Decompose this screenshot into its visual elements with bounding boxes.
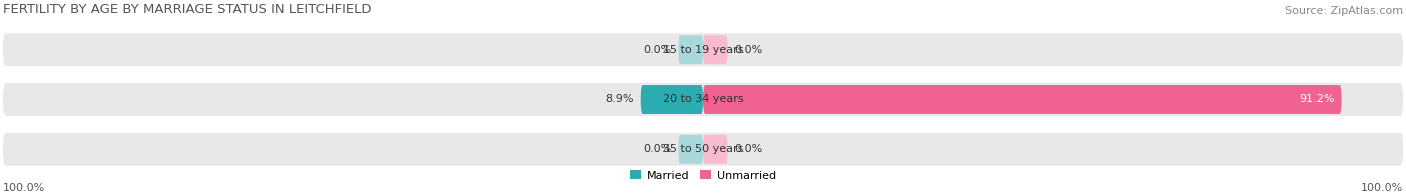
Text: 0.0%: 0.0% <box>643 144 672 154</box>
Text: 0.0%: 0.0% <box>734 144 763 154</box>
FancyBboxPatch shape <box>3 33 1403 66</box>
Text: FERTILITY BY AGE BY MARRIAGE STATUS IN LEITCHFIELD: FERTILITY BY AGE BY MARRIAGE STATUS IN L… <box>3 3 371 16</box>
FancyBboxPatch shape <box>679 35 703 64</box>
Text: 0.0%: 0.0% <box>734 45 763 55</box>
FancyBboxPatch shape <box>703 85 1341 114</box>
Text: 100.0%: 100.0% <box>3 183 45 193</box>
Text: 91.2%: 91.2% <box>1299 94 1334 104</box>
FancyBboxPatch shape <box>641 85 703 114</box>
Text: 15 to 19 years: 15 to 19 years <box>662 45 744 55</box>
Text: Source: ZipAtlas.com: Source: ZipAtlas.com <box>1285 6 1403 16</box>
Text: 8.9%: 8.9% <box>605 94 634 104</box>
FancyBboxPatch shape <box>679 135 703 164</box>
Text: 20 to 34 years: 20 to 34 years <box>662 94 744 104</box>
Legend: Married, Unmarried: Married, Unmarried <box>630 170 776 181</box>
FancyBboxPatch shape <box>3 133 1403 166</box>
Text: 0.0%: 0.0% <box>643 45 672 55</box>
Text: 100.0%: 100.0% <box>1361 183 1403 193</box>
FancyBboxPatch shape <box>703 135 727 164</box>
Text: 35 to 50 years: 35 to 50 years <box>662 144 744 154</box>
FancyBboxPatch shape <box>3 83 1403 116</box>
FancyBboxPatch shape <box>703 35 727 64</box>
